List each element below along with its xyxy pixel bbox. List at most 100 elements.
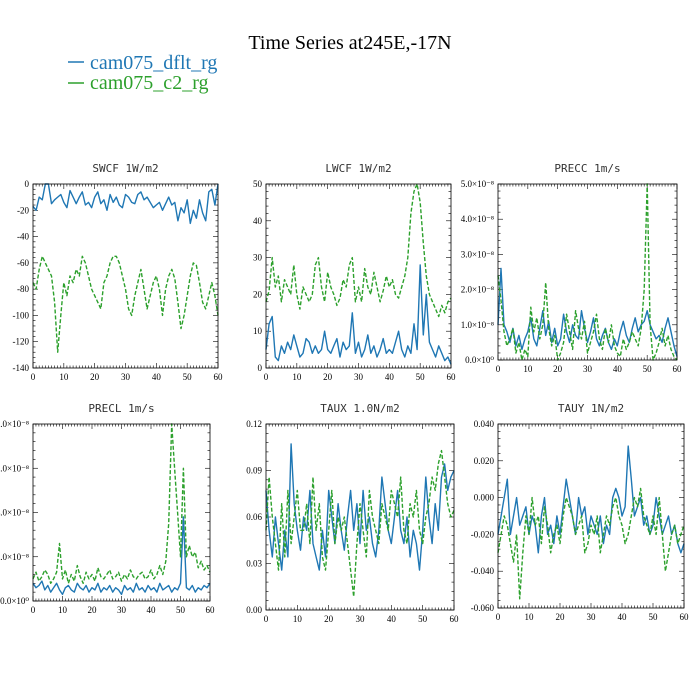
y-tick-label: 20 <box>253 289 263 299</box>
chart-panel-0: SWCF 1W/m2 0 10 20 30 40 50 60 -140 -120 -100 -80 -6… <box>13 162 224 382</box>
x-tick-label: 50 <box>418 614 428 624</box>
y-tick-label: 40 <box>253 216 263 226</box>
x-tick-label: 50 <box>643 364 653 374</box>
y-tick-label: 0.020 <box>474 456 495 466</box>
y-tick-label: 0.12 <box>246 419 262 429</box>
x-tick-label: 50 <box>416 372 426 382</box>
series-line-c2 <box>497 183 678 361</box>
x-tick-label: 20 <box>88 605 98 615</box>
x-tick-label: 20 <box>324 614 334 624</box>
x-tick-label: 30 <box>121 372 131 382</box>
y-tick-label: -120 <box>13 337 30 347</box>
y-tick-label: 0.03 <box>246 559 262 569</box>
plot-frame <box>32 423 211 602</box>
series-line-c2 <box>265 449 455 598</box>
x-tick-label: 30 <box>583 364 593 374</box>
x-tick-label: 30 <box>354 372 364 382</box>
panel-title: PRECL 1m/s <box>88 402 154 415</box>
legend-label-c2: cam075_c2_rg <box>90 72 209 94</box>
y-tick-label: -20 <box>17 205 29 215</box>
x-tick-label: 10 <box>293 614 303 624</box>
x-tick-label: 40 <box>152 372 162 382</box>
x-tick-label: 20 <box>556 612 566 622</box>
chart-panel-3: PRECL 1m/s 0 10 20 30 40 50 60 0.0×10⁰ 2.0×10⁻⁸ 4.… <box>0 402 215 615</box>
chart-panel-1: LWCF 1W/m2 0 10 20 30 40 50 60 0 10 20 30 40 50 <box>253 162 456 382</box>
y-tick-label: -60 <box>17 258 29 268</box>
y-tick-label: 6.0×10⁻⁸ <box>0 463 29 473</box>
y-tick-label: -140 <box>13 363 30 373</box>
y-tick-label: 4.0×10⁻⁸ <box>0 508 29 518</box>
x-tick-label: 0 <box>264 614 269 624</box>
y-tick-label: 0.040 <box>474 419 495 429</box>
x-tick-label: 30 <box>587 612 597 622</box>
y-tick-label: 0 <box>25 179 30 189</box>
series-line-dflt <box>497 267 678 357</box>
series-line-dflt <box>265 443 455 571</box>
x-tick-label: 40 <box>387 614 397 624</box>
series-line-c2 <box>32 423 211 584</box>
y-tick-label: 30 <box>253 253 263 263</box>
x-tick-label: 50 <box>649 612 659 622</box>
x-tick-label: 40 <box>385 372 395 382</box>
y-tick-label: 0.000 <box>474 493 495 503</box>
x-tick-label: 10 <box>59 372 69 382</box>
x-tick-label: 50 <box>176 605 186 615</box>
y-tick-label: 0 <box>258 363 263 373</box>
x-tick-label: 20 <box>553 364 563 374</box>
y-tick-label: 0.06 <box>246 512 262 522</box>
x-tick-label: 60 <box>447 372 457 382</box>
y-tick-label: 3.0×10⁻⁸ <box>461 249 494 259</box>
y-tick-label: -0.060 <box>471 603 495 613</box>
legend-label-dflt: cam075_dflt_rg <box>90 52 217 74</box>
figure-legend: cam075_dflt_rg cam075_c2_rg <box>68 52 217 94</box>
y-tick-label: 2.0×10⁻⁸ <box>461 285 494 295</box>
panel-title: PRECC 1m/s <box>554 162 620 175</box>
y-tick-label: 10 <box>253 326 263 336</box>
chart-panels: SWCF 1W/m2 0 10 20 30 40 50 60 -140 -120 -100 -80 -6… <box>0 162 689 624</box>
x-tick-label: 60 <box>680 612 690 622</box>
panel-title: TAUY 1N/m2 <box>558 402 624 415</box>
x-tick-label: 0 <box>496 364 501 374</box>
y-tick-label: 50 <box>253 179 263 189</box>
y-tick-label: 0.09 <box>246 466 262 476</box>
plot-frame <box>265 183 452 369</box>
x-tick-label: 40 <box>147 605 157 615</box>
chart-panel-5: TAUY 1N/m2 0 10 20 30 40 50 60 -0.060 -0.040 -0.02… <box>471 402 689 622</box>
y-tick-label: -0.020 <box>471 529 495 539</box>
x-tick-label: 0 <box>31 605 36 615</box>
y-tick-label: 5.0×10⁻⁸ <box>461 179 494 189</box>
x-tick-label: 40 <box>613 364 623 374</box>
plot-frame <box>497 423 685 609</box>
y-tick-label: 0.0×10⁰ <box>465 355 494 365</box>
y-tick-label: 0.00 <box>246 605 262 615</box>
chart-panel-4: TAUX 1.0N/m2 0 10 20 30 40 50 60 0.00 0.03 0.06 0.0… <box>246 402 459 624</box>
x-tick-label: 60 <box>206 605 216 615</box>
y-tick-label: -100 <box>13 310 30 320</box>
series-line-dflt <box>265 264 452 365</box>
plot-frame <box>265 423 455 611</box>
x-tick-label: 10 <box>523 364 533 374</box>
y-tick-label: 8.0×10⁻⁸ <box>0 419 29 429</box>
x-tick-label: 30 <box>117 605 127 615</box>
series-line-c2 <box>32 255 219 353</box>
panel-title: TAUX 1.0N/m2 <box>320 402 399 415</box>
x-tick-label: 10 <box>58 605 68 615</box>
x-tick-label: 60 <box>214 372 224 382</box>
y-tick-label: 2.0×10⁻⁸ <box>0 552 29 562</box>
x-tick-label: 60 <box>673 364 683 374</box>
plot-frame <box>32 183 219 369</box>
series-line-c2 <box>497 487 685 600</box>
x-tick-label: 0 <box>264 372 269 382</box>
series-line-c2 <box>265 183 452 318</box>
panel-title: SWCF 1W/m2 <box>92 162 158 175</box>
x-tick-label: 10 <box>525 612 535 622</box>
panel-title: LWCF 1W/m2 <box>325 162 391 175</box>
series-line-dflt <box>32 516 211 596</box>
y-tick-label: 1.0×10⁻⁸ <box>461 320 494 330</box>
x-tick-label: 20 <box>90 372 100 382</box>
x-tick-label: 30 <box>356 614 366 624</box>
y-tick-label: -80 <box>17 284 29 294</box>
figure-title: Time Series at245E,-17N <box>248 32 451 54</box>
y-tick-label: -0.040 <box>471 566 495 576</box>
